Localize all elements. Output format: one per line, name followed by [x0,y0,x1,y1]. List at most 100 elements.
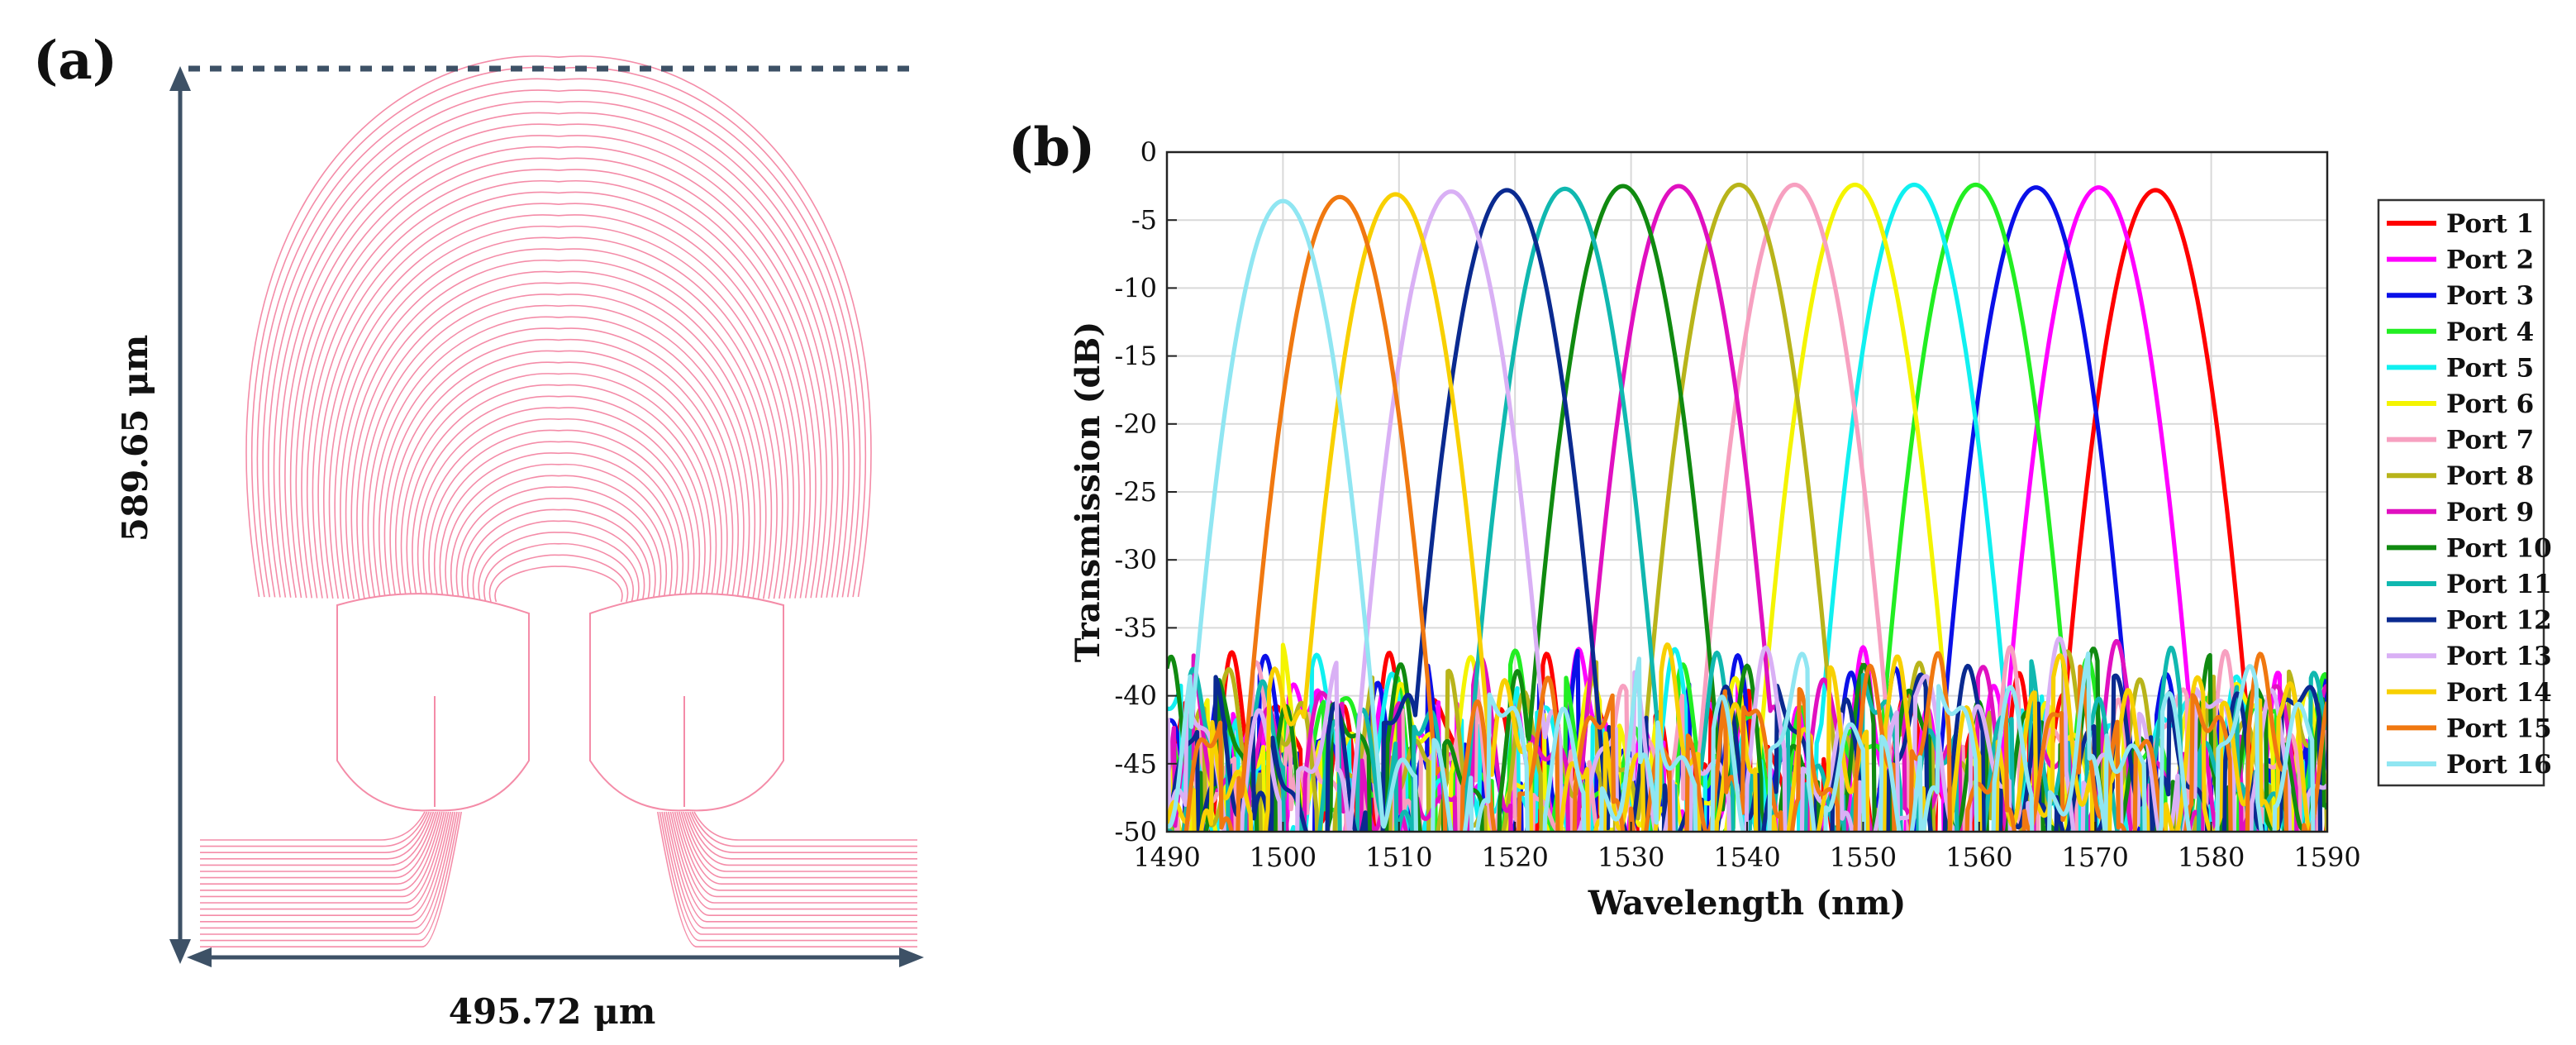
array-waveguide [383,338,734,600]
legend-label: Port 1 [2446,209,2534,239]
chart-legend: Port 1 Port 2 Port 3 Port 4 Port 5 Port 6 Port… [2377,198,2552,787]
legend-label: Port 8 [2446,461,2534,491]
y-tick-label: -35 [1114,612,1157,643]
height-label: 589.65 μm [115,335,155,542]
x-tick-label: 1580 [2178,842,2245,873]
output-bus-waveguide [659,811,917,942]
height-arrow-top [169,66,191,91]
array-waveguide [395,361,722,600]
x-tick-label: 1560 [1945,842,2012,873]
input-bus-waveguide [200,811,436,872]
panel-a-label: (a) [33,30,117,92]
array-waveguide [350,270,767,599]
array-waveguide [295,157,822,599]
series-port-9 [1167,184,2327,832]
array-waveguide [417,407,701,601]
array-waveguide [356,282,761,599]
legend-label: Port 16 [2446,750,2552,780]
array-waveguide [455,486,662,602]
input-bus-waveguide [200,811,456,929]
output-bus-waveguide [663,811,917,929]
array-waveguide [379,327,739,600]
legend-label: Port 3 [2446,281,2534,311]
y-tick-label: -40 [1114,680,1157,712]
array-waveguide [284,135,833,599]
input-bus-waveguide [200,811,435,866]
array-waveguide [412,395,706,601]
legend-label: Port 6 [2446,389,2534,419]
input-bus-waveguide [200,811,450,910]
y-tick-label: -10 [1114,272,1157,303]
array-waveguide [256,78,861,598]
output-bus-waveguide [672,811,917,904]
height-arrow-bottom [169,939,191,964]
x-tick-label: 1550 [1830,842,1897,873]
y-tick-label: -45 [1114,748,1157,780]
array-waveguide [406,384,712,601]
legend-label: Port 14 [2446,678,2552,708]
array-waveguide [361,293,756,599]
series-port-15 [1183,194,2327,832]
output-bus-waveguide [691,811,917,847]
input-bus-waveguide [200,811,432,860]
legend-label: Port 11 [2446,570,2552,599]
array-waveguide [323,214,794,599]
output-bus-waveguide [669,811,917,910]
transmission-chart: 1490 1500 1510 1520 1530 1540 1550 1560 1570 1580… [1069,136,2361,923]
legend-label: Port 2 [2446,246,2534,275]
input-bus-waveguide [200,811,428,847]
array-waveguide [472,520,645,602]
input-bus-waveguide [200,811,451,916]
array-waveguide [289,146,828,599]
y-tick-label: -20 [1114,408,1157,440]
width-label: 495.72 μm [449,991,656,1032]
array-waveguide [467,508,650,602]
array-waveguide [389,350,728,600]
height-dimension: 589.65 μm [115,65,917,964]
y-tick-label: -15 [1114,341,1157,372]
x-axis-title: Wavelength (nm) [1588,884,1907,923]
y-tick-label: -25 [1114,476,1157,508]
width-arrow-left [187,947,212,967]
legend-label: Port 5 [2446,353,2534,383]
x-tick-label: 1520 [1481,842,1548,873]
series-port-13 [1167,189,2327,832]
array-waveguide [262,89,855,598]
panel-b-label: (b) [1008,117,1095,179]
output-bus-waveguide [665,811,917,923]
output-bus-waveguide [689,811,917,853]
output-bus-waveguide [683,811,917,872]
array-waveguide [340,248,778,599]
series-port-14 [1167,192,2312,832]
array-waveguide [334,236,783,599]
array-waveguide [478,532,640,602]
width-dimension: 495.72 μm [187,947,924,1032]
output-bus-waveguide [679,811,917,885]
array-waveguide [279,123,839,598]
legend-label: Port 7 [2446,426,2534,456]
x-tick-label: 1500 [1250,842,1317,873]
y-axis-title: Transmission (dB) [1069,322,1107,663]
width-arrow-right [899,947,924,967]
array-waveguide [312,191,806,599]
input-bus-waveguide [200,811,458,935]
output-bus-waveguide [657,811,917,947]
input-bus-waveguide [200,811,460,942]
array-waveguide [488,554,629,603]
series-port-16 [1167,198,2316,832]
input-bus-waveguide [200,811,445,898]
array-waveguide [328,225,789,599]
output-slab-region [589,593,784,812]
x-tick-label: 1540 [1713,842,1780,873]
input-bus-waveguide [200,811,443,891]
y-tick-label: -30 [1114,544,1157,575]
input-bus-waveguide [200,811,447,904]
array-waveguide [439,452,679,601]
array-waveguide [433,441,684,601]
input-bus-waveguide [200,811,439,879]
array-waveguide [373,316,745,600]
array-waveguide [273,112,845,598]
legend-label: Port 12 [2446,606,2552,636]
output-bus-waveguide [676,811,917,891]
